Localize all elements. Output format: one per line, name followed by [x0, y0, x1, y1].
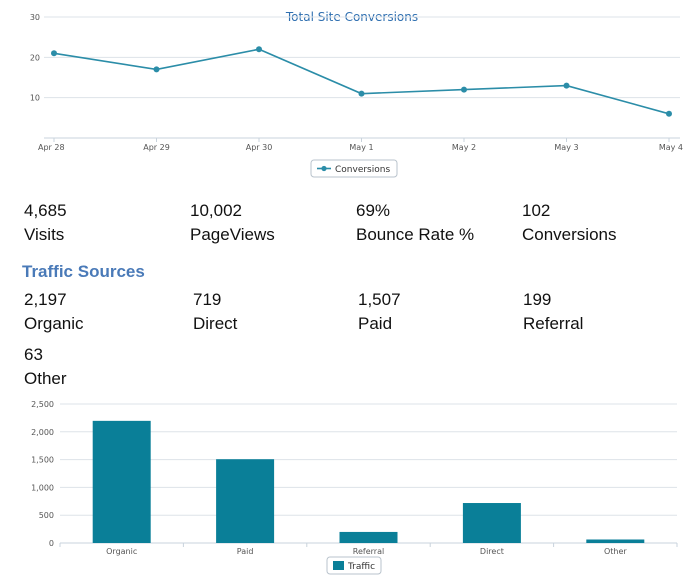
stat-bounce-rate-value: 69%: [356, 201, 391, 220]
stat-visits: 4,685 Visits: [24, 199, 67, 247]
legend-box: [310, 159, 398, 178]
stat-pageviews-label: PageViews: [190, 225, 275, 244]
traffic-bar-chart: 0 500 1,000 1,500 2,000 2,500 Organic Paid Refer…: [31, 400, 678, 575]
traffic-source-paid: 1,507 Paid: [358, 288, 401, 336]
y-tick-label: 2,000: [31, 428, 54, 437]
legend-label: Conversions: [335, 165, 390, 175]
traffic-source-value: 63: [24, 345, 43, 364]
chart-legend: Conversions: [310, 159, 398, 178]
traffic-source-label: Organic: [24, 314, 84, 333]
x-tick-label: Paid: [237, 547, 254, 556]
stat-conversions: 102 Conversions: [522, 199, 617, 247]
stat-conversions-label: Conversions: [522, 225, 617, 244]
x-tick-label: May 1: [349, 143, 373, 152]
x-tick-label: Apr 30: [246, 143, 273, 152]
y-tick-label: 1,000: [31, 483, 54, 492]
traffic-source-other: 63 Other: [24, 343, 67, 391]
stat-bounce-rate: 69% Bounce Rate %: [356, 199, 474, 247]
stat-visits-value: 4,685: [24, 201, 67, 220]
bar: [216, 459, 275, 543]
traffic-source-value: 199: [523, 290, 552, 309]
traffic-source-value: 2,197: [24, 290, 67, 309]
data-point: [358, 90, 365, 97]
chart-legend: Traffic: [326, 556, 382, 575]
traffic-source-label: Direct: [193, 314, 238, 333]
traffic-source-value: 719: [193, 290, 222, 309]
bar: [586, 539, 645, 543]
data-point: [563, 82, 570, 89]
x-tick-label: Apr 28: [38, 143, 65, 152]
traffic-sources-title: Traffic Sources: [22, 262, 145, 281]
data-point: [666, 110, 672, 117]
traffic-source-value: 1,507: [358, 290, 401, 309]
bar: [462, 503, 521, 543]
legend-marker: [321, 165, 327, 172]
legend-label: Traffic: [347, 562, 375, 572]
traffic-source-direct: 719 Direct: [193, 288, 237, 336]
series-line: [53, 48, 670, 115]
bar: [92, 420, 151, 543]
y-tick-label: 0: [49, 539, 54, 548]
stat-pageviews-value: 10,002: [190, 201, 242, 220]
data-point: [153, 66, 160, 73]
traffic-source-organic: 2,197 Organic: [24, 288, 84, 336]
stat-visits-label: Visits: [24, 225, 65, 244]
traffic-source-label: Paid: [358, 314, 393, 333]
traffic-source-referral: 199 Referral: [523, 288, 583, 336]
data-point: [461, 86, 467, 93]
x-tick-label: May 2: [452, 143, 476, 152]
x-tick-label: Apr 29: [143, 143, 170, 152]
bar: [339, 531, 398, 543]
stat-conversions-value: 102: [522, 201, 551, 220]
x-tick-label: Direct: [480, 547, 504, 556]
y-tick-label: 500: [39, 511, 54, 520]
traffic-source-label: Other: [24, 369, 67, 388]
y-tick-label: 20: [30, 53, 40, 62]
x-tick-label: Organic: [106, 547, 137, 556]
data-point: [256, 46, 262, 53]
stat-bounce-rate-label: Bounce Rate %: [356, 225, 475, 244]
x-tick-label: May 4: [659, 143, 683, 152]
data-point: [51, 50, 57, 57]
y-tick-label: 10: [30, 94, 40, 103]
stat-pageviews: 10,002 PageViews: [190, 199, 275, 247]
y-tick-label: 30: [30, 13, 40, 22]
x-tick-label: Other: [604, 547, 627, 556]
legend-swatch: [333, 561, 344, 570]
y-tick-label: 2,500: [31, 400, 54, 409]
y-tick-label: 1,500: [31, 456, 54, 465]
x-tick-label: Referral: [353, 547, 384, 556]
x-tick-label: May 3: [554, 143, 578, 152]
traffic-source-label: Referral: [523, 314, 584, 333]
